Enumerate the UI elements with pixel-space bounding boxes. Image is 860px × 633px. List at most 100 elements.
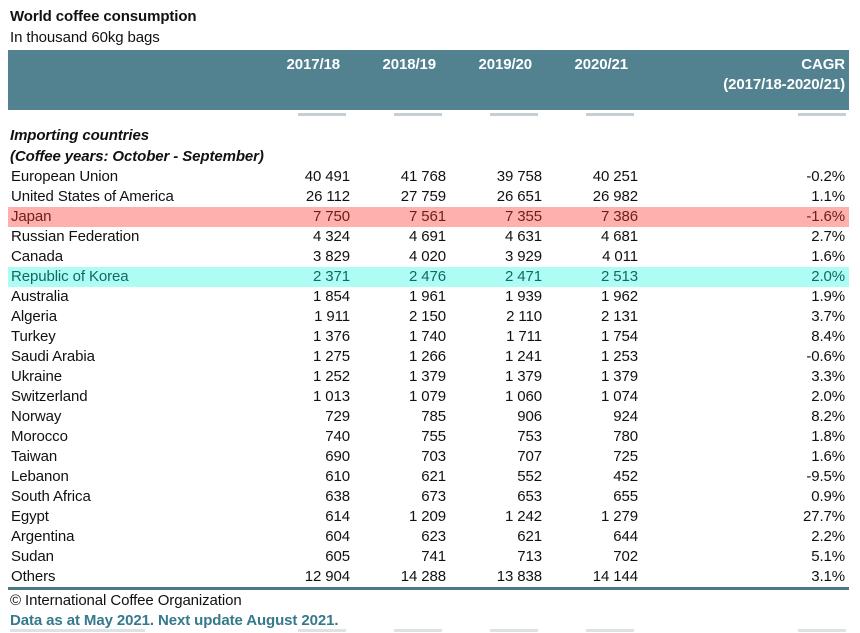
value-cell-0: 1 854 [312, 288, 350, 305]
value-cell-1: 7 561 [408, 208, 446, 225]
value-cell-2: 7 355 [504, 208, 542, 225]
column-header-2018-19: 2018/19 [382, 56, 436, 73]
cagr-cell: -0.2% [806, 168, 845, 185]
table-row: Republic of Korea 2 371 2 476 2 471 2 51… [8, 267, 849, 287]
value-cell-0: 690 [325, 448, 350, 465]
country-cell: Russian Federation [11, 228, 140, 245]
column-header-spacer [8, 55, 208, 110]
value-cell-1: 4 020 [408, 248, 446, 265]
table-row: Saudi Arabia 1 275 1 266 1 241 1 253 -0.… [8, 347, 849, 367]
value-cell-3: 1 962 [600, 288, 638, 305]
table-row: Argentina 604 623 621 644 2.2% [8, 527, 849, 547]
value-cell-3: 1 253 [600, 348, 638, 365]
value-cell-2: 1 379 [504, 368, 542, 385]
value-cell-1: 1 961 [408, 288, 446, 305]
table-row: Switzerland 1 013 1 079 1 060 1 074 2.0% [8, 387, 849, 407]
value-cell-1: 27 759 [400, 188, 446, 205]
value-cell-1: 2 476 [408, 268, 446, 285]
value-cell-2: 1 241 [504, 348, 542, 365]
table-row: European Union 40 491 41 768 39 758 40 2… [8, 167, 849, 187]
value-cell-0: 26 112 [305, 188, 350, 205]
value-cell-0: 2 371 [312, 268, 350, 285]
cagr-cell: 0.9% [811, 488, 845, 505]
value-cell-0: 1 911 [314, 308, 350, 325]
column-header-cagr: CAGR (2017/18-2020/21) [638, 55, 849, 110]
cagr-cell: -0.6% [806, 348, 845, 365]
value-cell-0: 740 [325, 428, 350, 445]
value-cell-3: 7 386 [600, 208, 638, 225]
value-cell-1: 14 288 [400, 568, 446, 585]
table-body: European Union 40 491 41 768 39 758 40 2… [8, 167, 849, 590]
value-cell-2: 2 110 [506, 308, 542, 325]
value-cell-0: 7 750 [312, 208, 350, 225]
country-cell: Taiwan [11, 448, 58, 465]
value-cell-3: 655 [613, 488, 638, 505]
value-cell-1: 673 [421, 488, 446, 505]
value-cell-3: 725 [613, 448, 638, 465]
column-header-2017-18: 2017/18 [286, 56, 340, 73]
value-cell-0: 4 324 [312, 228, 350, 245]
value-cell-3: 1 279 [600, 508, 638, 525]
country-cell: Norway [11, 408, 62, 425]
value-cell-2: 13 838 [496, 568, 542, 585]
country-cell: Egypt [11, 508, 49, 525]
table-row: United States of America 26 112 27 759 2… [8, 187, 849, 207]
table-row: South Africa 638 673 653 655 0.9% [8, 487, 849, 507]
value-cell-0: 610 [325, 468, 350, 485]
cagr-cell: 1.1% [811, 188, 845, 205]
section-heading-importing-countries: Importing countries [10, 127, 149, 144]
table-row: Russian Federation 4 324 4 691 4 631 4 6… [8, 227, 849, 247]
value-cell-1: 41 768 [400, 168, 446, 185]
value-cell-3: 1 074 [600, 388, 638, 405]
value-cell-0: 1 013 [312, 388, 350, 405]
value-cell-3: 2 131 [600, 308, 638, 325]
table-row: Algeria 1 911 2 150 2 110 2 131 3.7% [8, 307, 849, 327]
cagr-cell: 1.8% [811, 428, 845, 445]
value-cell-2: 713 [517, 548, 542, 565]
country-cell: Lebanon [11, 468, 69, 485]
cagr-cell: 1.6% [811, 448, 845, 465]
value-cell-1: 623 [421, 528, 446, 545]
country-cell: Switzerland [11, 388, 88, 405]
value-cell-3: 702 [613, 548, 638, 565]
value-cell-1: 1 209 [408, 508, 446, 525]
value-cell-0: 638 [325, 488, 350, 505]
value-cell-2: 621 [517, 528, 542, 545]
value-cell-2: 753 [517, 428, 542, 445]
value-cell-1: 1 266 [408, 348, 446, 365]
country-cell: Republic of Korea [11, 268, 129, 285]
country-cell: Sudan [11, 548, 54, 565]
value-cell-3: 14 144 [592, 568, 638, 585]
table-row: Turkey 1 376 1 740 1 711 1 754 8.4% [8, 327, 849, 347]
country-cell: European Union [11, 168, 119, 185]
value-cell-3: 1 754 [600, 328, 638, 345]
table-row: Lebanon 610 621 552 452 -9.5% [8, 467, 849, 487]
value-cell-2: 2 471 [504, 268, 542, 285]
section-subheading-coffee-years: (Coffee years: October - September) [10, 148, 264, 165]
country-cell: South Africa [11, 488, 91, 505]
cagr-cell: 3.7% [811, 308, 845, 325]
value-cell-2: 1 242 [504, 508, 542, 525]
column-header-cagr-line1: CAGR [801, 56, 845, 73]
value-cell-1: 755 [421, 428, 446, 445]
table-row: Sudan 605 741 713 702 5.1% [8, 547, 849, 567]
table-row: Canada 3 829 4 020 3 929 4 011 1.6% [8, 247, 849, 267]
value-cell-2: 4 631 [504, 228, 542, 245]
cagr-cell: 27.7% [802, 508, 845, 525]
value-cell-1: 785 [421, 408, 446, 425]
data-note-line: Data as at May 2021. Next update August … [10, 612, 339, 629]
copyright-line: © International Coffee Organization [10, 592, 242, 609]
table-row: Ukraine 1 252 1 379 1 379 1 379 3.3% [8, 367, 849, 387]
value-cell-3: 452 [613, 468, 638, 485]
value-cell-2: 39 758 [496, 168, 542, 185]
value-cell-0: 3 829 [312, 248, 350, 265]
cagr-cell: -1.6% [806, 208, 845, 225]
cagr-cell: -9.5% [806, 468, 845, 485]
value-cell-3: 2 513 [600, 268, 638, 285]
value-cell-1: 703 [421, 448, 446, 465]
country-cell: Turkey [11, 328, 56, 345]
cagr-cell: 1.9% [811, 288, 845, 305]
value-cell-1: 1 379 [408, 368, 446, 385]
table-row: Japan 7 750 7 561 7 355 7 386 -1.6% [8, 207, 849, 227]
